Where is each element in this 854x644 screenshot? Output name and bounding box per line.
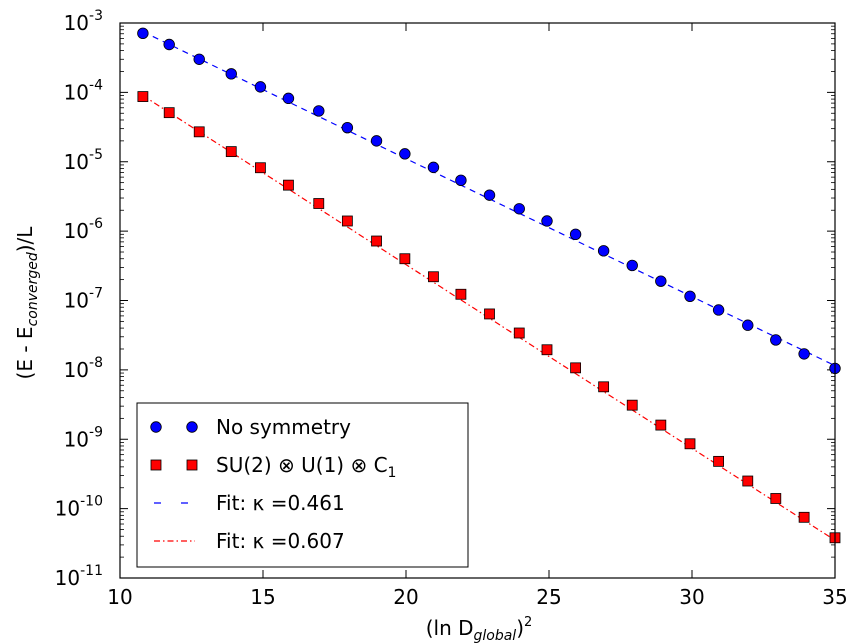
- data-point-circle: [742, 319, 754, 331]
- data-point-square: [655, 419, 667, 431]
- legend-marker-square: [186, 459, 198, 471]
- y-tick-label: 10-6: [64, 216, 104, 243]
- y-axis-label: (E - Econverged)/L: [13, 226, 41, 380]
- x-axis-ticks: 10 15 20 25 30 35: [107, 23, 848, 609]
- data-point-circle: [193, 53, 205, 65]
- data-point-circle: [798, 348, 810, 360]
- x-tick-label: 30: [679, 585, 704, 609]
- legend-label: SU(2) ⊗ U(1) ⊗ C1: [216, 453, 396, 481]
- y-tick-label: 10-10: [55, 494, 103, 521]
- data-point-square: [541, 344, 553, 356]
- data-point-circle: [684, 290, 696, 302]
- data-point-circle: [597, 245, 610, 257]
- data-point-square: [770, 493, 782, 504]
- data-point-square: [598, 381, 610, 393]
- data-point-circle: [313, 105, 325, 117]
- legend-marker-square: [150, 459, 162, 471]
- y-tick-label: 10-5: [64, 147, 103, 174]
- x-tick-label: 25: [536, 585, 561, 609]
- x-axis-label: (ln Dglobal)2: [426, 615, 533, 644]
- data-point-circle: [163, 38, 175, 51]
- data-point-circle: [626, 259, 638, 272]
- data-point-square: [713, 455, 724, 467]
- x-tick-label: 35: [822, 585, 847, 609]
- data-point-square: [255, 162, 266, 174]
- data-point-square: [163, 107, 175, 119]
- data-point-circle: [569, 228, 582, 240]
- x-tick-label: 10: [107, 585, 132, 609]
- y-tick-label: 10-4: [64, 77, 104, 104]
- y-tick-label: 10-11: [55, 563, 103, 590]
- data-point-circle: [254, 81, 267, 93]
- legend-label: No symmetry: [216, 415, 351, 439]
- data-point-square: [570, 362, 581, 374]
- data-point-square: [626, 399, 638, 411]
- data-point-circle: [399, 148, 411, 160]
- data-point-square: [484, 308, 495, 320]
- data-point-circle: [282, 92, 295, 105]
- data-point-square: [313, 198, 325, 209]
- data-point-circle: [541, 215, 553, 227]
- data-point-circle: [427, 161, 440, 174]
- data-point-square: [225, 146, 237, 158]
- data-point-circle: [770, 334, 782, 346]
- data-point-circle: [341, 121, 354, 134]
- data-point-square: [341, 215, 353, 227]
- y-tick-label: 10-9: [64, 424, 103, 451]
- data-point-circle: [655, 275, 667, 287]
- data-point-circle: [513, 203, 525, 215]
- data-point-square: [283, 179, 294, 191]
- data-point-square: [798, 511, 810, 523]
- data-point-square: [742, 475, 754, 487]
- data-point-square: [137, 91, 149, 102]
- data-point-square: [684, 438, 696, 450]
- data-point-square: [193, 126, 205, 138]
- x-tick-label: 15: [250, 585, 275, 609]
- x-tick-label: 20: [393, 585, 418, 609]
- legend-label: Fit: κ =0.461: [216, 491, 345, 515]
- y-tick-label: 10-8: [64, 355, 103, 382]
- y-tick-label: 10-3: [64, 8, 103, 35]
- y-axis-ticks: 10-3 10-4 10-5 10-6 10-7 10-8 10-9 10-10 10-11: [55, 8, 835, 590]
- legend-marker-circle: [150, 421, 162, 433]
- series-layer: [137, 27, 841, 544]
- data-point-square: [428, 271, 439, 283]
- data-point-square: [455, 288, 467, 300]
- data-point-circle: [712, 304, 725, 316]
- legend-marker-circle: [186, 421, 198, 433]
- data-point-square: [513, 327, 525, 339]
- legend: No symmetry SU(2) ⊗ U(1) ⊗ C1 Fit: κ =0.46…: [136, 402, 469, 568]
- data-point-square: [399, 253, 411, 265]
- data-point-circle: [137, 27, 149, 40]
- data-point-circle: [370, 135, 383, 147]
- data-point-circle: [225, 68, 237, 80]
- y-tick-label: 10-7: [64, 286, 103, 313]
- data-point-square: [371, 235, 382, 247]
- data-point-circle: [483, 189, 496, 201]
- data-point-circle: [455, 174, 467, 187]
- plot-frame: [119, 22, 836, 579]
- legend-label: Fit: κ =0.607: [216, 529, 345, 553]
